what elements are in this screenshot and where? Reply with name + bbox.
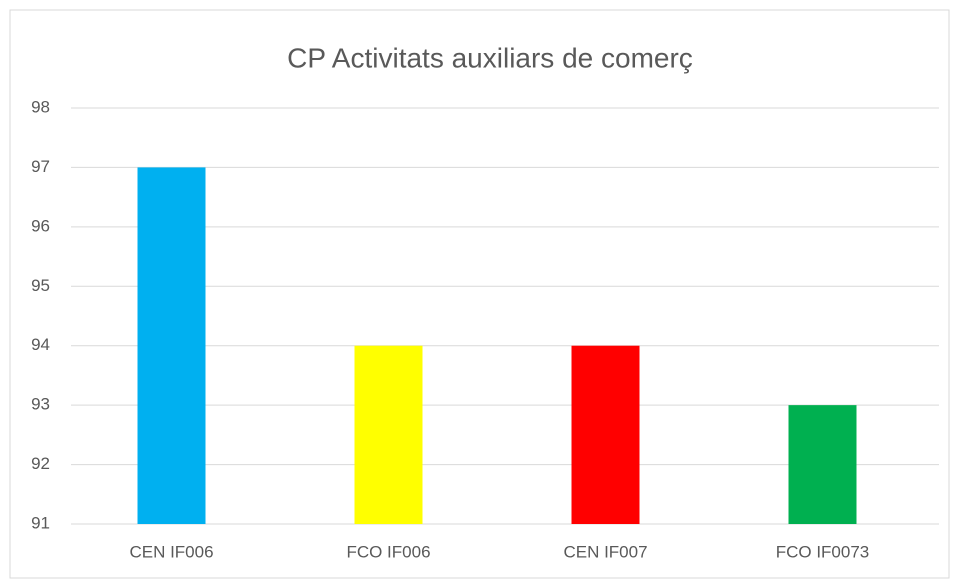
x-tick-label: FCO IF006 (346, 542, 430, 561)
y-tick-label: 92 (31, 454, 50, 473)
x-tick-label: CEN IF006 (129, 542, 213, 561)
x-tick-label: CEN IF007 (563, 542, 647, 561)
chart-title: CP Activitats auxiliars de comerç (287, 42, 693, 73)
x-tick-label: FCO IF0073 (776, 542, 870, 561)
y-tick-label: 96 (31, 216, 50, 235)
bar (571, 345, 640, 524)
y-tick-label: 91 (31, 513, 50, 532)
y-tick-label: 93 (31, 395, 50, 414)
bar (354, 345, 423, 524)
y-tick-label: 98 (31, 97, 50, 116)
y-tick-label: 94 (31, 335, 50, 354)
y-tick-label: 95 (31, 276, 50, 295)
bar (137, 167, 206, 524)
y-tick-label: 97 (31, 157, 50, 176)
bar (788, 405, 857, 524)
